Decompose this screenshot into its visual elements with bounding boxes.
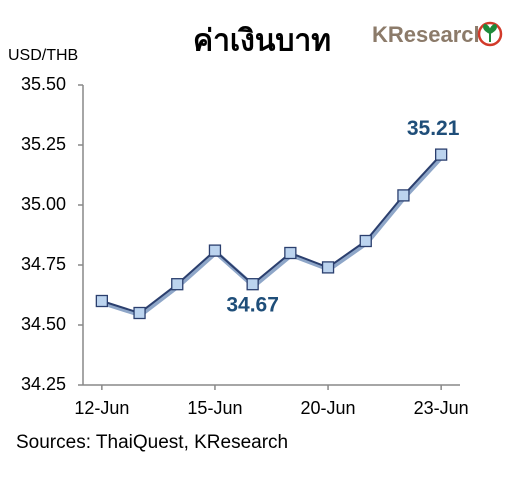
y-tick-label: 35.50 (21, 74, 66, 94)
x-tick-label: 15-Jun (187, 398, 242, 418)
source-note: Sources: ThaiQuest, KResearch (16, 432, 288, 453)
x-tick-label: 20-Jun (301, 398, 356, 418)
data-label: 35.21 (407, 117, 460, 140)
series-line-shadow (102, 155, 444, 318)
y-tick-label: 35.25 (21, 134, 66, 154)
y-axis-label: USD/THB (8, 47, 78, 64)
data-label: 34.67 (226, 294, 279, 317)
point-marker (133, 306, 146, 320)
point-marker (397, 189, 410, 202)
logo-text: KResearch (372, 22, 487, 47)
y-tick-label: 34.75 (21, 254, 66, 274)
point-marker (434, 148, 448, 161)
chart-title: ค่าเงินบาท (193, 24, 331, 59)
x-tick-label: 23-Jun (414, 398, 469, 418)
y-tick-label: 34.25 (21, 374, 66, 394)
y-tick-label: 35.00 (21, 194, 66, 214)
point-marker (284, 246, 297, 260)
logo-icon (477, 21, 503, 47)
point-marker (321, 261, 335, 274)
series-line (101, 153, 442, 315)
point-marker (171, 278, 184, 291)
point-marker (95, 294, 108, 308)
point-marker (208, 244, 222, 257)
point-marker (246, 278, 259, 291)
y-tick-label: 34.50 (21, 314, 66, 334)
point-marker (359, 234, 372, 248)
x-tick-label: 12-Jun (74, 398, 129, 418)
